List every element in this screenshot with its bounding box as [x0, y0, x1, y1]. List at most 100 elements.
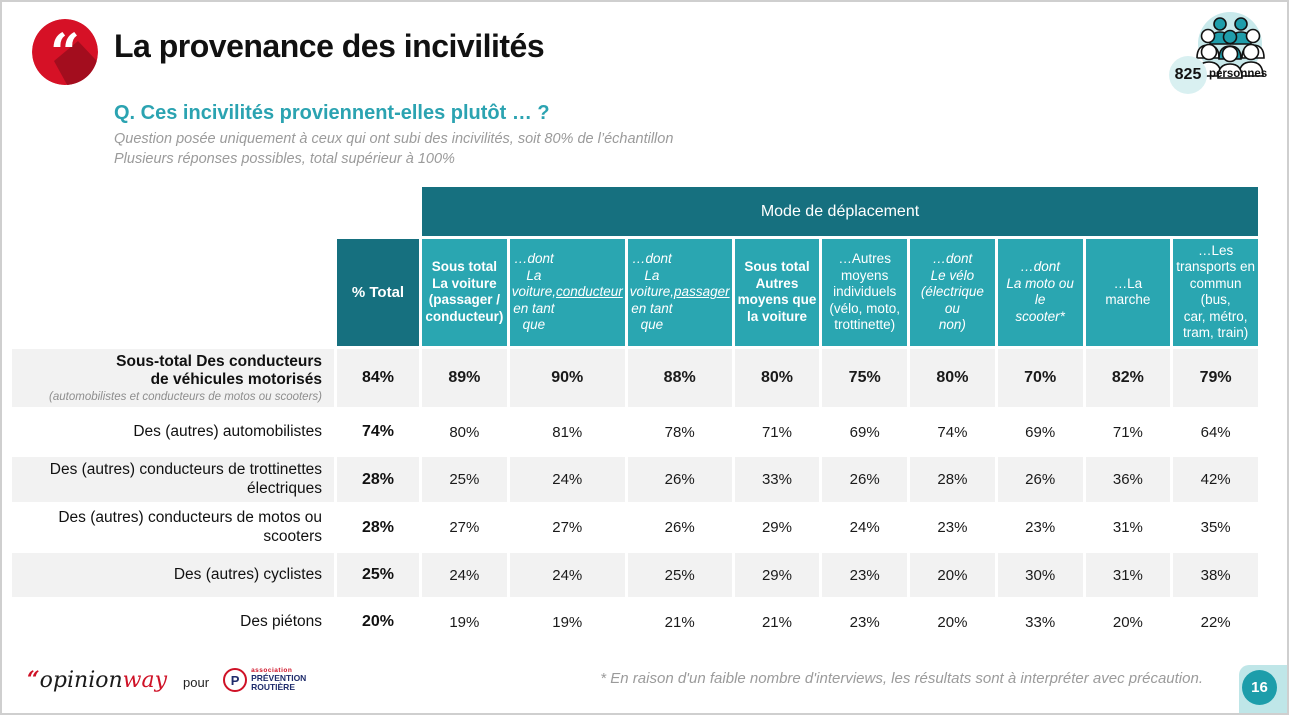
- data-value: 80%: [422, 410, 507, 454]
- data-value: 24%: [509, 457, 625, 503]
- table-spacer: [12, 187, 419, 236]
- data-value: 78%: [627, 410, 732, 454]
- logo-name-line2: ROUTIÈRE: [251, 682, 295, 693]
- data-value: 23%: [822, 600, 908, 645]
- row-label: Des (autres) conducteurs de trottinettes…: [49, 461, 322, 497]
- data-value: 26%: [822, 457, 908, 503]
- row-label-cell: Des piétons: [12, 600, 334, 645]
- data-value: 31%: [1085, 505, 1171, 551]
- results-table: Mode de déplacement % Total Sous total L…: [12, 187, 1258, 645]
- data-value: 19%: [422, 600, 507, 645]
- row-label: Des (autres) cyclistes: [173, 566, 322, 584]
- data-value: 26%: [997, 457, 1083, 503]
- data-value: 20%: [910, 553, 995, 598]
- table-corner: [12, 239, 334, 346]
- total-column-header: % Total: [337, 239, 419, 346]
- data-value: 28%: [910, 457, 995, 503]
- column-header: Sous total Autres moyens que la voiture: [734, 239, 820, 346]
- row-label-cell: Des (autres) cyclistes: [12, 553, 334, 598]
- data-value: 27%: [509, 505, 625, 551]
- row-sublabel: (automobilistes et conducteurs de motos …: [49, 391, 322, 403]
- data-value: 80%: [734, 348, 820, 407]
- data-value: 88%: [627, 348, 732, 407]
- data-value: 75%: [822, 348, 908, 407]
- data-value: 21%: [627, 600, 732, 645]
- data-value: 25%: [627, 553, 732, 598]
- data-value: 19%: [509, 600, 625, 645]
- data-value: 20%: [1085, 600, 1171, 645]
- column-header: …dont La voiture, en tant que passager: [627, 239, 732, 346]
- total-value: 28%: [337, 505, 419, 551]
- row-label-cell: Des (autres) conducteurs de motos ou sco…: [12, 505, 334, 551]
- opinionway-wordmark: “opinionway: [27, 667, 168, 693]
- data-value: 24%: [422, 553, 507, 598]
- data-value: 29%: [734, 505, 820, 551]
- data-value: 70%: [997, 348, 1083, 407]
- data-value: 35%: [1173, 505, 1258, 551]
- data-value: 20%: [910, 600, 995, 645]
- data-value: 22%: [1173, 600, 1258, 645]
- column-header: …Autres moyens individuels (vélo, moto, …: [822, 239, 908, 346]
- data-value: 36%: [1085, 457, 1171, 503]
- opinionway-logo: “opinionway pour P association PRÉVENTIO…: [27, 667, 306, 693]
- data-value: 24%: [822, 505, 908, 551]
- logo-name-line1: PRÉVENTION: [251, 673, 307, 684]
- data-value: 23%: [997, 505, 1083, 551]
- data-value: 24%: [509, 553, 625, 598]
- data-value: 69%: [822, 410, 908, 454]
- logo-association-label: association: [251, 666, 293, 674]
- column-header: …dont La voiture, en tant que conducteur: [509, 239, 625, 346]
- column-header: Sous total La voiture (passager / conduc…: [422, 239, 507, 346]
- data-value: 71%: [1085, 410, 1171, 454]
- row-label: Des (autres) automobilistes: [133, 422, 322, 440]
- data-value: 82%: [1085, 348, 1171, 407]
- data-value: 81%: [509, 410, 625, 454]
- sample-badge: 825 personnes: [1169, 10, 1269, 94]
- page-title: La provenance des incivilités: [114, 28, 545, 64]
- footnote: * En raison d'un faible nombre d'intervi…: [600, 670, 1203, 687]
- data-value: 79%: [1173, 348, 1258, 407]
- page-number: 16: [1242, 670, 1277, 705]
- total-value: 74%: [337, 410, 419, 454]
- group-header: Mode de déplacement: [422, 187, 1258, 236]
- row-label-cell: Des (autres) automobilistes: [12, 410, 334, 454]
- data-value: 33%: [997, 600, 1083, 645]
- data-value: 23%: [822, 553, 908, 598]
- people-group-icon: [1193, 10, 1267, 89]
- row-label: Des (autres) conducteurs de motos ou sco…: [58, 509, 322, 545]
- data-value: 38%: [1173, 553, 1258, 598]
- row-label: Sous-total Des conducteurs de véhicules …: [116, 352, 322, 389]
- question-note-1: Question posée uniquement à ceux qui ont…: [114, 131, 674, 147]
- logo-quote-icon: “: [27, 667, 40, 693]
- sample-count: 825: [1169, 56, 1207, 94]
- data-value: 80%: [910, 348, 995, 407]
- column-header: …dont Le vélo (électrique ou non): [910, 239, 995, 346]
- column-header: …dont La moto ou le scooter*: [997, 239, 1083, 346]
- data-value: 71%: [734, 410, 820, 454]
- data-value: 25%: [422, 457, 507, 503]
- total-value: 84%: [337, 348, 419, 407]
- row-label-cell: Sous-total Des conducteurs de véhicules …: [12, 348, 334, 407]
- column-header: …La marche: [1085, 239, 1171, 346]
- data-value: 64%: [1173, 410, 1258, 454]
- data-value: 42%: [1173, 457, 1258, 503]
- prevention-routiere-icon: P: [223, 668, 248, 692]
- sample-count-label: personnes: [1209, 68, 1268, 80]
- row-label-cell: Des (autres) conducteurs de trottinettes…: [12, 457, 334, 503]
- pour-label: pour: [183, 674, 210, 690]
- data-value: 74%: [910, 410, 995, 454]
- data-value: 26%: [627, 457, 732, 503]
- data-value: 31%: [1085, 553, 1171, 598]
- data-value: 29%: [734, 553, 820, 598]
- data-value: 33%: [734, 457, 820, 503]
- data-value: 27%: [422, 505, 507, 551]
- total-value: 25%: [337, 553, 419, 598]
- data-value: 21%: [734, 600, 820, 645]
- row-label: Des piétons: [240, 613, 322, 631]
- data-value: 89%: [422, 348, 507, 407]
- total-value: 20%: [337, 600, 419, 645]
- column-header: …Les transports en commun (bus, car, mét…: [1173, 239, 1258, 346]
- question-title: Q. Ces incivilités proviennent-elles plu…: [114, 102, 550, 124]
- data-value: 26%: [627, 505, 732, 551]
